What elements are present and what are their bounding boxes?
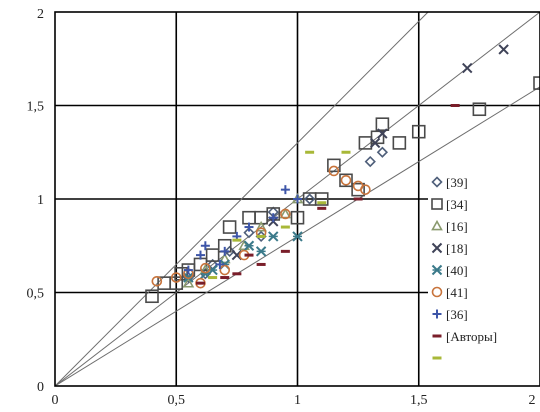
data-point-square	[533, 76, 540, 90]
x-tick-label: 2	[529, 393, 536, 408]
data-point-circle	[151, 275, 163, 287]
data-point-square	[242, 210, 256, 225]
data-point-circle	[200, 262, 211, 274]
data-point-asterisk	[292, 231, 303, 242]
legend-item: [34]	[431, 197, 468, 212]
data-point-triangle	[279, 207, 292, 219]
y-tick-label: 0,5	[27, 287, 45, 302]
data-point-asterisk	[268, 231, 279, 242]
data-point-plus	[293, 194, 302, 204]
data-point-x	[462, 62, 473, 74]
legend-marker-asterisk	[431, 264, 443, 276]
x-axis-ticks: 0 0,5 1 1,5 2	[52, 393, 536, 408]
legend-marker-circle	[431, 286, 443, 298]
data-point-square	[375, 117, 390, 131]
x-tick-label: 0	[52, 393, 59, 408]
data-point-triangle	[218, 252, 231, 264]
legend-marker-square	[431, 198, 443, 210]
data-point-diamond	[303, 193, 316, 205]
data-point-triangle	[255, 220, 267, 232]
legend-item: [40]	[431, 263, 468, 278]
legend-item: [16]	[431, 219, 468, 234]
data-point-plus	[196, 250, 205, 260]
data-point-square	[370, 130, 385, 145]
data-point-plus	[200, 241, 210, 251]
legend-marker-diamond	[431, 176, 443, 188]
data-point-plus	[268, 213, 278, 223]
legend-item: [39]	[431, 175, 468, 190]
data-point-asterisk	[243, 240, 255, 251]
data-points	[145, 44, 540, 304]
legend-marker-triangle	[431, 219, 443, 231]
data-point-asterisk	[255, 246, 267, 257]
legend-label: [18]	[446, 241, 468, 256]
data-point-circle	[219, 264, 231, 276]
y-axis-ticks: 0 0,5 1 1,5 2	[27, 7, 45, 395]
legend-background	[428, 170, 540, 372]
legend-label: [39]	[446, 175, 468, 190]
legend-label: [41]	[446, 285, 468, 300]
data-point-circle	[360, 184, 371, 195]
legend-label: [Авторы]	[446, 329, 497, 344]
data-point-triangle	[182, 277, 195, 288]
legend: [39] [34] [16] [18] [40] [41] [36] [Авторы]	[431, 175, 497, 360]
data-point-square	[472, 102, 487, 117]
plot-frame	[54, 11, 540, 387]
legend-item: [36]	[432, 307, 468, 322]
data-point-plus	[215, 259, 225, 269]
data-point-diamond	[364, 155, 376, 168]
data-point-square	[205, 248, 220, 262]
legend-label: [36]	[446, 307, 468, 322]
legend-item: [18]	[431, 241, 468, 256]
data-point-circle	[328, 165, 340, 177]
data-point-square	[351, 182, 365, 197]
data-point-circle	[340, 175, 352, 186]
data-point-circle	[280, 208, 291, 220]
data-point-x	[369, 137, 381, 149]
data-point-plus	[280, 185, 290, 195]
data-point-plus	[244, 222, 254, 232]
y-tick-label: 2	[37, 7, 44, 22]
legend-marker-plus	[432, 309, 442, 319]
data-point-plus	[220, 246, 230, 256]
legend-label: [34]	[446, 197, 468, 212]
x-tick-label: 1,5	[410, 393, 428, 408]
data-point-circle	[170, 272, 182, 283]
data-point-diamond	[376, 146, 389, 158]
x-tick-label: 1	[294, 393, 301, 408]
data-point-diamond	[243, 227, 255, 239]
legend-item: [41]	[431, 285, 468, 300]
x-tick-label: 0,5	[168, 393, 186, 408]
legend-item: [Авторы]	[432, 329, 497, 344]
reference-line	[54, 11, 429, 387]
data-point-square	[327, 158, 341, 173]
data-point-square	[339, 173, 353, 188]
data-point-square	[411, 124, 426, 139]
data-point-square	[169, 276, 184, 290]
data-point-x	[377, 128, 388, 139]
legend-label: [16]	[446, 219, 468, 234]
data-point-square	[145, 289, 159, 304]
data-point-square	[290, 210, 305, 225]
y-tick-label: 1	[37, 193, 44, 208]
data-point-plus	[183, 265, 193, 275]
data-point-square	[392, 136, 407, 150]
y-tick-label: 0	[37, 380, 44, 395]
legend-label: [40]	[446, 263, 468, 278]
data-point-square	[222, 220, 237, 234]
data-point-diamond	[223, 245, 236, 257]
data-point-square	[314, 192, 329, 206]
y-tick-label: 1,5	[27, 100, 45, 115]
data-point-x	[498, 44, 509, 55]
legend-marker-x	[431, 242, 443, 254]
